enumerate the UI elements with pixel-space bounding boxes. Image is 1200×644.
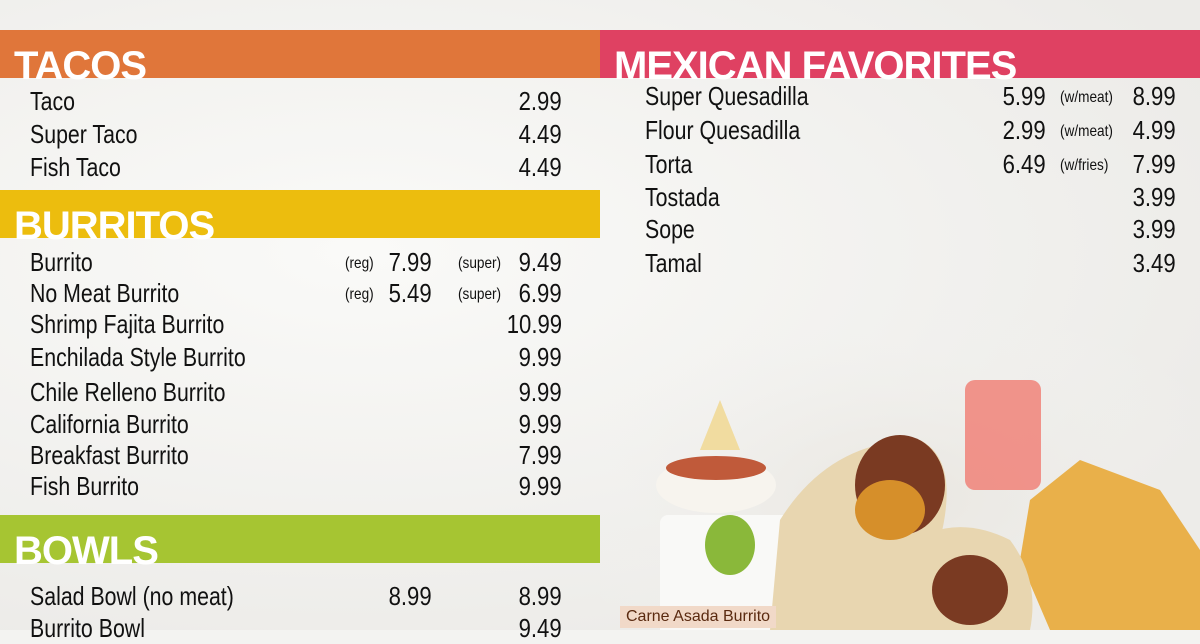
- menu-item: Fish Burrito 9.99: [30, 470, 570, 501]
- item-name: Sope: [645, 214, 695, 244]
- item-price: 4.99: [1132, 115, 1176, 145]
- menu-item: Torta 6.49 (w/fries) 7.99: [645, 148, 1185, 181]
- chips: [1020, 460, 1200, 630]
- item-price: 2.99: [518, 86, 562, 116]
- item-price: 9.99: [518, 342, 562, 372]
- menu-item: Burrito (reg) 7.99 (super) 9.49: [30, 246, 570, 277]
- super-label: (super): [458, 286, 502, 303]
- item-name: Tamal: [645, 248, 702, 278]
- item-name: Fish Taco: [30, 152, 121, 182]
- menu-item: No Meat Burrito (reg) 5.49 (super) 6.99: [30, 277, 570, 308]
- item-price: 7.99: [518, 440, 562, 470]
- drink-glass: [965, 380, 1041, 490]
- regular-price: 8.99: [388, 581, 432, 611]
- price-option-label: (w/meat): [1060, 123, 1113, 140]
- base-price: 5.99: [1002, 81, 1046, 111]
- item-name: Salad Bowl (no meat): [30, 581, 234, 611]
- super-label: (super): [458, 255, 502, 272]
- item-price: 9.99: [518, 409, 562, 439]
- lime: [705, 515, 755, 575]
- item-name: Super Taco: [30, 119, 138, 149]
- section-title: TACOS: [14, 44, 147, 88]
- menu-item: California Burrito 9.99: [30, 408, 570, 439]
- item-name: Flour Quesadilla: [645, 115, 801, 145]
- item-price: 6.99: [518, 278, 562, 308]
- item-name: Burrito Bowl: [30, 613, 145, 643]
- menu-item: Shrimp Fajita Burrito 10.99: [30, 308, 570, 341]
- regular-label: (reg): [345, 255, 374, 272]
- item-name: Torta: [645, 149, 693, 179]
- section-title: BURRITOS: [14, 204, 215, 248]
- item-price: 9.99: [518, 377, 562, 407]
- menu-item: Breakfast Burrito 7.99: [30, 439, 570, 470]
- menu-item: Chile Relleno Burrito 9.99: [30, 376, 570, 408]
- base-price: 6.49: [1002, 149, 1046, 179]
- price-option-label: (w/meat): [1060, 89, 1113, 106]
- item-name: No Meat Burrito: [30, 278, 180, 308]
- item-name: Super Quesadilla: [645, 81, 809, 111]
- menu-item: Flour Quesadilla 2.99 (w/meat) 4.99: [645, 114, 1185, 148]
- item-price: 3.49: [1132, 248, 1176, 278]
- item-name: Shrimp Fajita Burrito: [30, 309, 225, 339]
- bowls-list: Salad Bowl (no meat) 8.99 8.99 Burrito Bowl…: [30, 580, 570, 644]
- menu-item: Super Quesadilla 5.99 (w/meat) 8.99: [645, 80, 1185, 114]
- item-name: California Burrito: [30, 409, 189, 439]
- favorites-list: Super Quesadilla 5.99 (w/meat) 8.99 Flour Qu…: [645, 80, 1185, 279]
- item-price: 8.99: [518, 581, 562, 611]
- menu-item: Fish Taco 4.49: [30, 151, 570, 184]
- item-price: 3.99: [1132, 182, 1176, 212]
- item-price: 9.49: [518, 247, 562, 277]
- favorites-header: MEXICAN FAVORITES: [600, 30, 1200, 88]
- base-price: 2.99: [1002, 115, 1046, 145]
- section-title: BOWLS: [14, 529, 159, 573]
- photo-caption: Carne Asada Burrito: [620, 606, 777, 628]
- price-option-label: (w/fries): [1060, 157, 1109, 174]
- item-price: 4.49: [518, 152, 562, 182]
- item-name: Burrito: [30, 247, 93, 277]
- item-name: Taco: [30, 86, 76, 116]
- item-price: 7.99: [1132, 149, 1176, 179]
- menu-item: Burrito Bowl 9.49: [30, 612, 570, 644]
- tacos-header: TACOS: [0, 30, 600, 88]
- item-name: Tostada: [645, 182, 720, 212]
- burritos-list: Burrito (reg) 7.99 (super) 9.49 No Meat Burri…: [30, 246, 570, 501]
- regular-price: 7.99: [388, 247, 432, 277]
- menu-item: Salad Bowl (no meat) 8.99 8.99: [30, 580, 570, 612]
- tacos-list: Taco 2.99 Super Taco 4.49 Fish Taco 4.49: [30, 85, 570, 184]
- item-price: 9.49: [518, 613, 562, 643]
- item-name: Enchilada Style Burrito: [30, 342, 246, 372]
- menu-item: Enchilada Style Burrito 9.99: [30, 341, 570, 376]
- item-name: Breakfast Burrito: [30, 440, 189, 470]
- item-price: 8.99: [1132, 81, 1176, 111]
- bowls-header: BOWLS: [0, 515, 600, 573]
- menu-item: Super Taco 4.49: [30, 118, 570, 151]
- regular-price: 5.49: [388, 278, 432, 308]
- item-name: Chile Relleno Burrito: [30, 377, 226, 407]
- item-price: 3.99: [1132, 214, 1176, 244]
- menu-item: Sope 3.99: [645, 213, 1185, 247]
- burritos-header: BURRITOS: [0, 190, 600, 248]
- menu-item: Tamal 3.49: [645, 247, 1185, 279]
- item-name: Fish Burrito: [30, 471, 139, 501]
- section-title: MEXICAN FAVORITES: [614, 44, 1017, 88]
- regular-label: (reg): [345, 286, 374, 303]
- item-price: 4.49: [518, 119, 562, 149]
- menu-item: Tostada 3.99: [645, 181, 1185, 213]
- menu-item: Taco 2.99: [30, 85, 570, 118]
- item-price: 10.99: [506, 309, 562, 339]
- burrito-photo: [600, 300, 1200, 630]
- item-price: 9.99: [518, 471, 562, 501]
